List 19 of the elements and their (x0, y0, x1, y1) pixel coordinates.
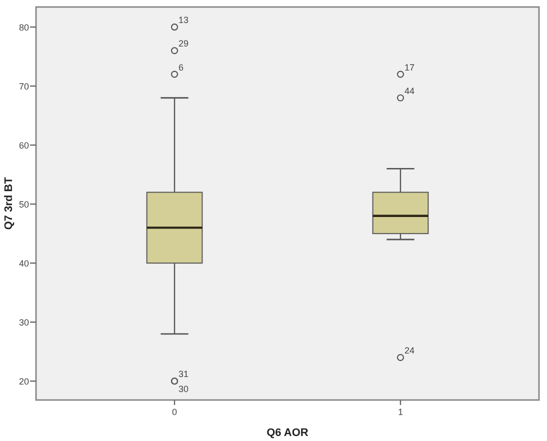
y-tick-label: 60 (18, 140, 29, 150)
x-axis-title: Q6 AOR (266, 427, 308, 439)
annotation: 17 (404, 62, 414, 72)
annotation: 13 (178, 15, 189, 26)
annotation: 29 (178, 38, 189, 49)
y-tick-label: 40 (18, 258, 29, 268)
y-tick-label: 80 (18, 22, 29, 32)
y-tick-label: 70 (18, 81, 29, 92)
y-axis-title: Q7 3rd BT (3, 176, 15, 230)
annotation: 44 (404, 86, 414, 96)
x-tick-label: 0 (172, 407, 178, 417)
annotation: 24 (404, 346, 414, 356)
annotation: 30 (178, 384, 189, 394)
annotation: 31 (178, 369, 189, 380)
y-tick-label: 50 (18, 199, 29, 210)
annotation: 6 (178, 62, 184, 72)
y-tick-label: 20 (18, 376, 29, 386)
y-tick-label: 30 (18, 317, 29, 328)
x-tick-label: 1 (398, 407, 403, 417)
